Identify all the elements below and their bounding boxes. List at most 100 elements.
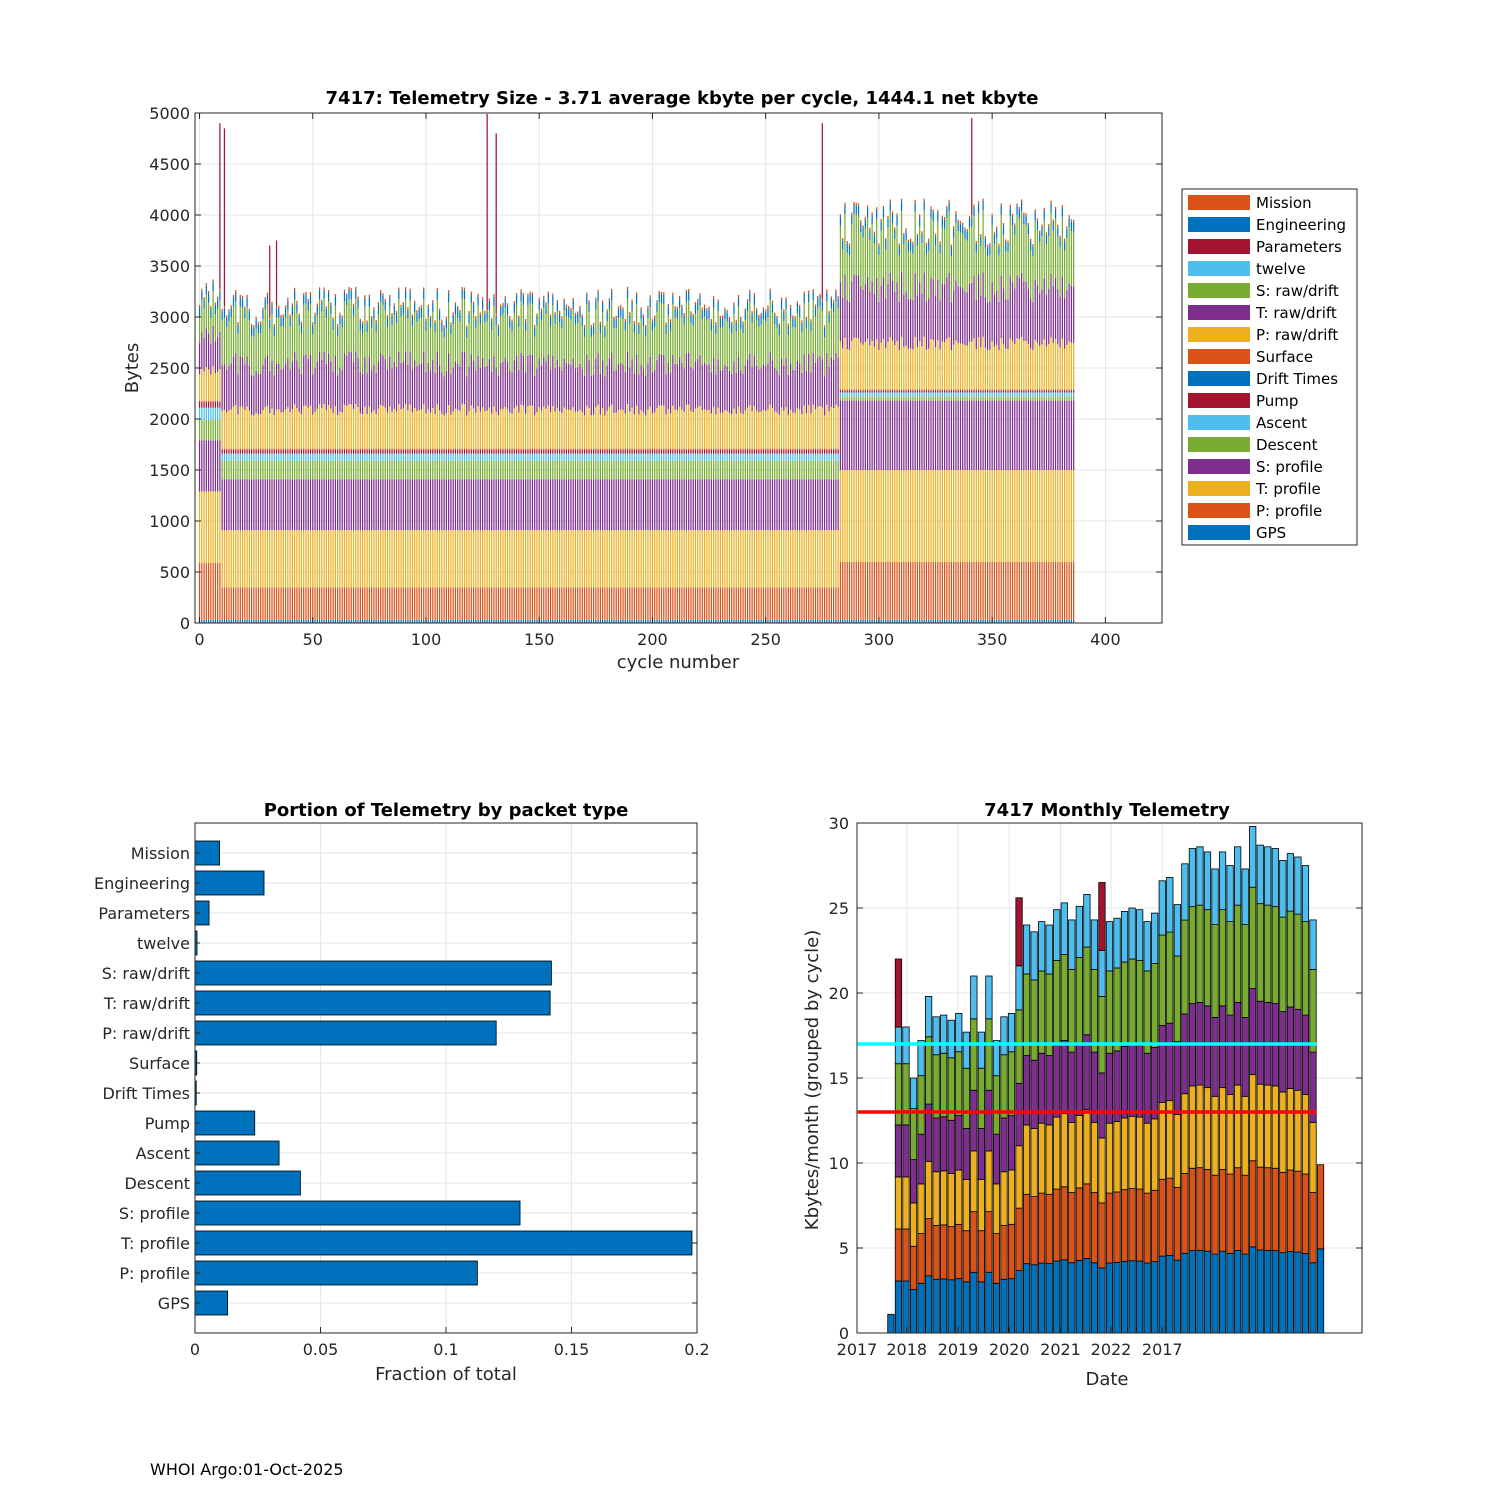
bar-segment bbox=[916, 619, 919, 623]
cycle-bar bbox=[418, 306, 420, 623]
bar-segment bbox=[959, 396, 962, 401]
bar-segment bbox=[715, 322, 717, 325]
bar-segment bbox=[819, 587, 821, 620]
bar-segment bbox=[676, 409, 678, 449]
bar-segment bbox=[445, 370, 447, 413]
bar-segment bbox=[391, 460, 393, 480]
bar-spike bbox=[269, 245, 271, 318]
cycle-bar bbox=[513, 301, 515, 623]
bar-segment bbox=[606, 449, 608, 454]
bar-segment bbox=[778, 587, 780, 620]
bar-segment bbox=[826, 479, 828, 531]
bar-segment bbox=[939, 470, 941, 562]
bar-segment bbox=[219, 440, 221, 492]
bar-segment bbox=[966, 470, 968, 562]
bar-segment bbox=[382, 295, 384, 305]
bar-segment bbox=[217, 371, 219, 401]
bar-segment bbox=[232, 295, 235, 298]
bar-segment bbox=[217, 337, 219, 372]
bar-segment bbox=[500, 479, 502, 531]
bar-segment bbox=[429, 449, 432, 454]
bar-segment bbox=[427, 409, 429, 449]
bar-segment bbox=[604, 530, 606, 588]
bar-segment bbox=[332, 530, 334, 588]
cycle-bar bbox=[583, 324, 586, 623]
bar-segment bbox=[389, 294, 391, 298]
bar-segment bbox=[638, 322, 640, 325]
bar-segment bbox=[348, 289, 350, 299]
bar-segment bbox=[871, 619, 873, 623]
cycle-bar bbox=[536, 313, 538, 623]
bar-segment bbox=[939, 349, 941, 390]
bar-segment bbox=[540, 530, 543, 588]
bar-segment bbox=[305, 530, 307, 588]
bar-segment bbox=[792, 315, 794, 318]
bar-segment bbox=[513, 619, 515, 623]
bar-segment bbox=[740, 530, 742, 588]
bar-segment bbox=[706, 453, 708, 461]
bar-segment bbox=[314, 619, 316, 623]
bar-segment bbox=[257, 448, 260, 450]
bar-segment bbox=[703, 460, 706, 480]
bar-segment bbox=[932, 392, 934, 397]
bar-segment bbox=[980, 619, 982, 623]
bar-segment bbox=[556, 448, 558, 450]
bar-segment bbox=[226, 369, 228, 413]
bar-segment bbox=[463, 587, 466, 620]
cycle-bar bbox=[606, 309, 608, 623]
bar-segment bbox=[495, 530, 497, 588]
bar-segment bbox=[400, 460, 402, 480]
bar-segment bbox=[626, 587, 629, 620]
bar-segment bbox=[803, 449, 805, 454]
cycle-bar bbox=[198, 304, 201, 623]
bar-segment bbox=[987, 561, 989, 620]
bar-segment bbox=[737, 449, 740, 454]
bar-segment bbox=[833, 407, 835, 449]
bar-segment bbox=[1000, 400, 1002, 470]
bar-segment bbox=[787, 460, 789, 480]
bar-segment bbox=[214, 373, 217, 401]
bar-segment bbox=[579, 363, 581, 410]
bar-segment bbox=[407, 307, 409, 310]
bar-segment bbox=[866, 276, 869, 339]
bar-segment bbox=[654, 315, 656, 318]
bar-segment bbox=[389, 479, 391, 531]
bar-segment bbox=[615, 327, 617, 371]
bar-segment bbox=[857, 203, 860, 206]
bar-segment bbox=[767, 317, 769, 364]
bar-segment bbox=[674, 619, 676, 623]
bar-segment bbox=[626, 449, 629, 454]
bar-segment bbox=[545, 619, 547, 623]
bar-segment bbox=[248, 320, 250, 366]
bar-segment bbox=[654, 449, 656, 454]
bar-segment bbox=[928, 400, 930, 470]
bar-segment bbox=[857, 338, 860, 390]
cycle-bar bbox=[962, 222, 964, 623]
bar-segment bbox=[495, 587, 497, 620]
bar-segment bbox=[817, 619, 819, 623]
bar-segment bbox=[425, 448, 427, 450]
bar-segment bbox=[525, 413, 527, 449]
bar-segment bbox=[377, 448, 380, 450]
bar-segment bbox=[273, 587, 275, 620]
bar-segment bbox=[237, 619, 239, 623]
bar-segment bbox=[250, 335, 253, 376]
bar-segment bbox=[823, 587, 826, 620]
bar-segment bbox=[214, 401, 217, 408]
bar-segment bbox=[608, 619, 611, 623]
bar-segment bbox=[923, 201, 925, 211]
bar-segment bbox=[307, 587, 309, 620]
cycle-bar bbox=[235, 290, 237, 623]
cycle-bar bbox=[645, 324, 647, 623]
cycle-bar bbox=[404, 287, 407, 623]
bar-segment bbox=[534, 448, 536, 450]
bar-segment bbox=[237, 414, 239, 449]
bar-segment bbox=[864, 228, 866, 285]
bar-segment bbox=[783, 453, 785, 461]
bar-segment bbox=[991, 470, 993, 562]
bar-segment bbox=[500, 453, 502, 461]
bar-segment bbox=[289, 412, 291, 449]
bar-segment bbox=[343, 353, 346, 405]
bar-segment bbox=[205, 328, 207, 368]
bar-segment bbox=[617, 409, 620, 449]
